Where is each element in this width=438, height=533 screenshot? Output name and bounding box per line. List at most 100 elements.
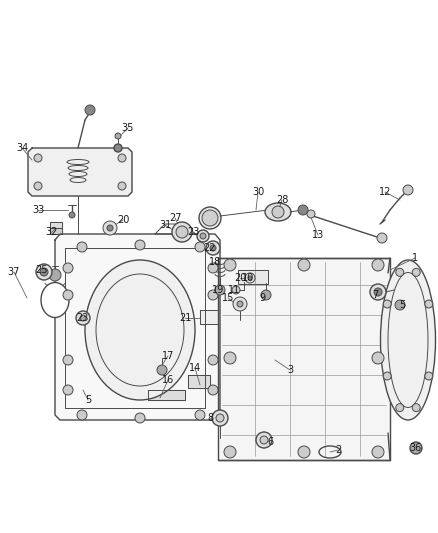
Text: 28: 28 xyxy=(276,195,288,205)
Circle shape xyxy=(63,355,73,365)
Circle shape xyxy=(383,300,391,308)
Circle shape xyxy=(298,446,310,458)
Polygon shape xyxy=(218,258,390,460)
Circle shape xyxy=(200,233,206,239)
Circle shape xyxy=(410,442,422,454)
Text: 8: 8 xyxy=(207,413,213,423)
Circle shape xyxy=(298,259,310,271)
Ellipse shape xyxy=(41,282,69,318)
Text: 11: 11 xyxy=(228,285,240,295)
Circle shape xyxy=(383,372,391,380)
Circle shape xyxy=(107,225,113,231)
Circle shape xyxy=(77,242,87,252)
Circle shape xyxy=(237,301,243,307)
Circle shape xyxy=(208,263,218,273)
Circle shape xyxy=(114,144,122,152)
Circle shape xyxy=(412,268,420,276)
Circle shape xyxy=(245,273,255,283)
Text: 35: 35 xyxy=(122,123,134,133)
Circle shape xyxy=(224,352,236,364)
Circle shape xyxy=(202,210,218,226)
Circle shape xyxy=(76,311,90,325)
Circle shape xyxy=(216,414,224,422)
Circle shape xyxy=(372,352,384,364)
Circle shape xyxy=(115,133,121,139)
Circle shape xyxy=(49,269,61,281)
Text: 21: 21 xyxy=(179,313,191,323)
Text: 10: 10 xyxy=(242,273,254,283)
Text: 33: 33 xyxy=(32,205,44,215)
Circle shape xyxy=(77,410,87,420)
Circle shape xyxy=(425,372,433,380)
Circle shape xyxy=(370,284,386,300)
Text: 7: 7 xyxy=(372,290,378,300)
Circle shape xyxy=(172,222,192,242)
Text: 6: 6 xyxy=(267,437,273,447)
Circle shape xyxy=(425,300,433,308)
Text: 16: 16 xyxy=(162,375,174,385)
Text: 5: 5 xyxy=(399,300,405,310)
Circle shape xyxy=(261,290,271,300)
Circle shape xyxy=(215,285,225,295)
Circle shape xyxy=(34,182,42,190)
Polygon shape xyxy=(50,222,62,228)
Circle shape xyxy=(396,268,404,276)
Circle shape xyxy=(377,233,387,243)
Circle shape xyxy=(63,385,73,395)
Circle shape xyxy=(208,385,218,395)
Circle shape xyxy=(372,446,384,458)
Circle shape xyxy=(118,154,126,162)
Circle shape xyxy=(197,230,209,242)
Circle shape xyxy=(208,290,218,300)
Circle shape xyxy=(232,286,240,294)
Circle shape xyxy=(103,221,117,235)
Ellipse shape xyxy=(381,260,435,420)
Circle shape xyxy=(396,403,404,411)
Circle shape xyxy=(412,403,420,411)
Circle shape xyxy=(374,288,382,296)
Text: 14: 14 xyxy=(189,363,201,373)
Text: 1: 1 xyxy=(412,253,418,263)
Circle shape xyxy=(176,226,188,238)
Circle shape xyxy=(63,290,73,300)
Circle shape xyxy=(85,105,95,115)
Polygon shape xyxy=(28,148,132,196)
Polygon shape xyxy=(200,310,218,324)
Polygon shape xyxy=(188,375,210,388)
Circle shape xyxy=(272,206,284,218)
Circle shape xyxy=(118,182,126,190)
Text: 19: 19 xyxy=(212,285,224,295)
Circle shape xyxy=(34,154,42,162)
Text: 3: 3 xyxy=(287,365,293,375)
Circle shape xyxy=(298,205,308,215)
Circle shape xyxy=(36,264,52,280)
Text: 15: 15 xyxy=(222,293,234,303)
Circle shape xyxy=(40,268,48,276)
Circle shape xyxy=(135,413,145,423)
Text: 18: 18 xyxy=(209,257,221,267)
Text: 20: 20 xyxy=(117,215,129,225)
Text: 5: 5 xyxy=(85,395,91,405)
Text: 23: 23 xyxy=(187,227,199,237)
Text: 20: 20 xyxy=(234,273,246,283)
Circle shape xyxy=(395,300,405,310)
Circle shape xyxy=(195,410,205,420)
Text: 32: 32 xyxy=(46,227,58,237)
Circle shape xyxy=(157,365,167,375)
Text: 12: 12 xyxy=(379,187,391,197)
Circle shape xyxy=(206,241,220,255)
Text: 23: 23 xyxy=(76,313,88,323)
Text: 13: 13 xyxy=(312,230,324,240)
Text: 37: 37 xyxy=(8,267,20,277)
Circle shape xyxy=(212,410,228,426)
Circle shape xyxy=(195,242,205,252)
Ellipse shape xyxy=(265,203,291,221)
Text: 31: 31 xyxy=(159,220,171,230)
Text: 22: 22 xyxy=(204,243,216,253)
Text: 27: 27 xyxy=(169,213,181,223)
Polygon shape xyxy=(148,390,185,400)
Circle shape xyxy=(307,210,315,218)
Circle shape xyxy=(224,259,236,271)
Circle shape xyxy=(260,436,268,444)
Circle shape xyxy=(80,315,86,321)
